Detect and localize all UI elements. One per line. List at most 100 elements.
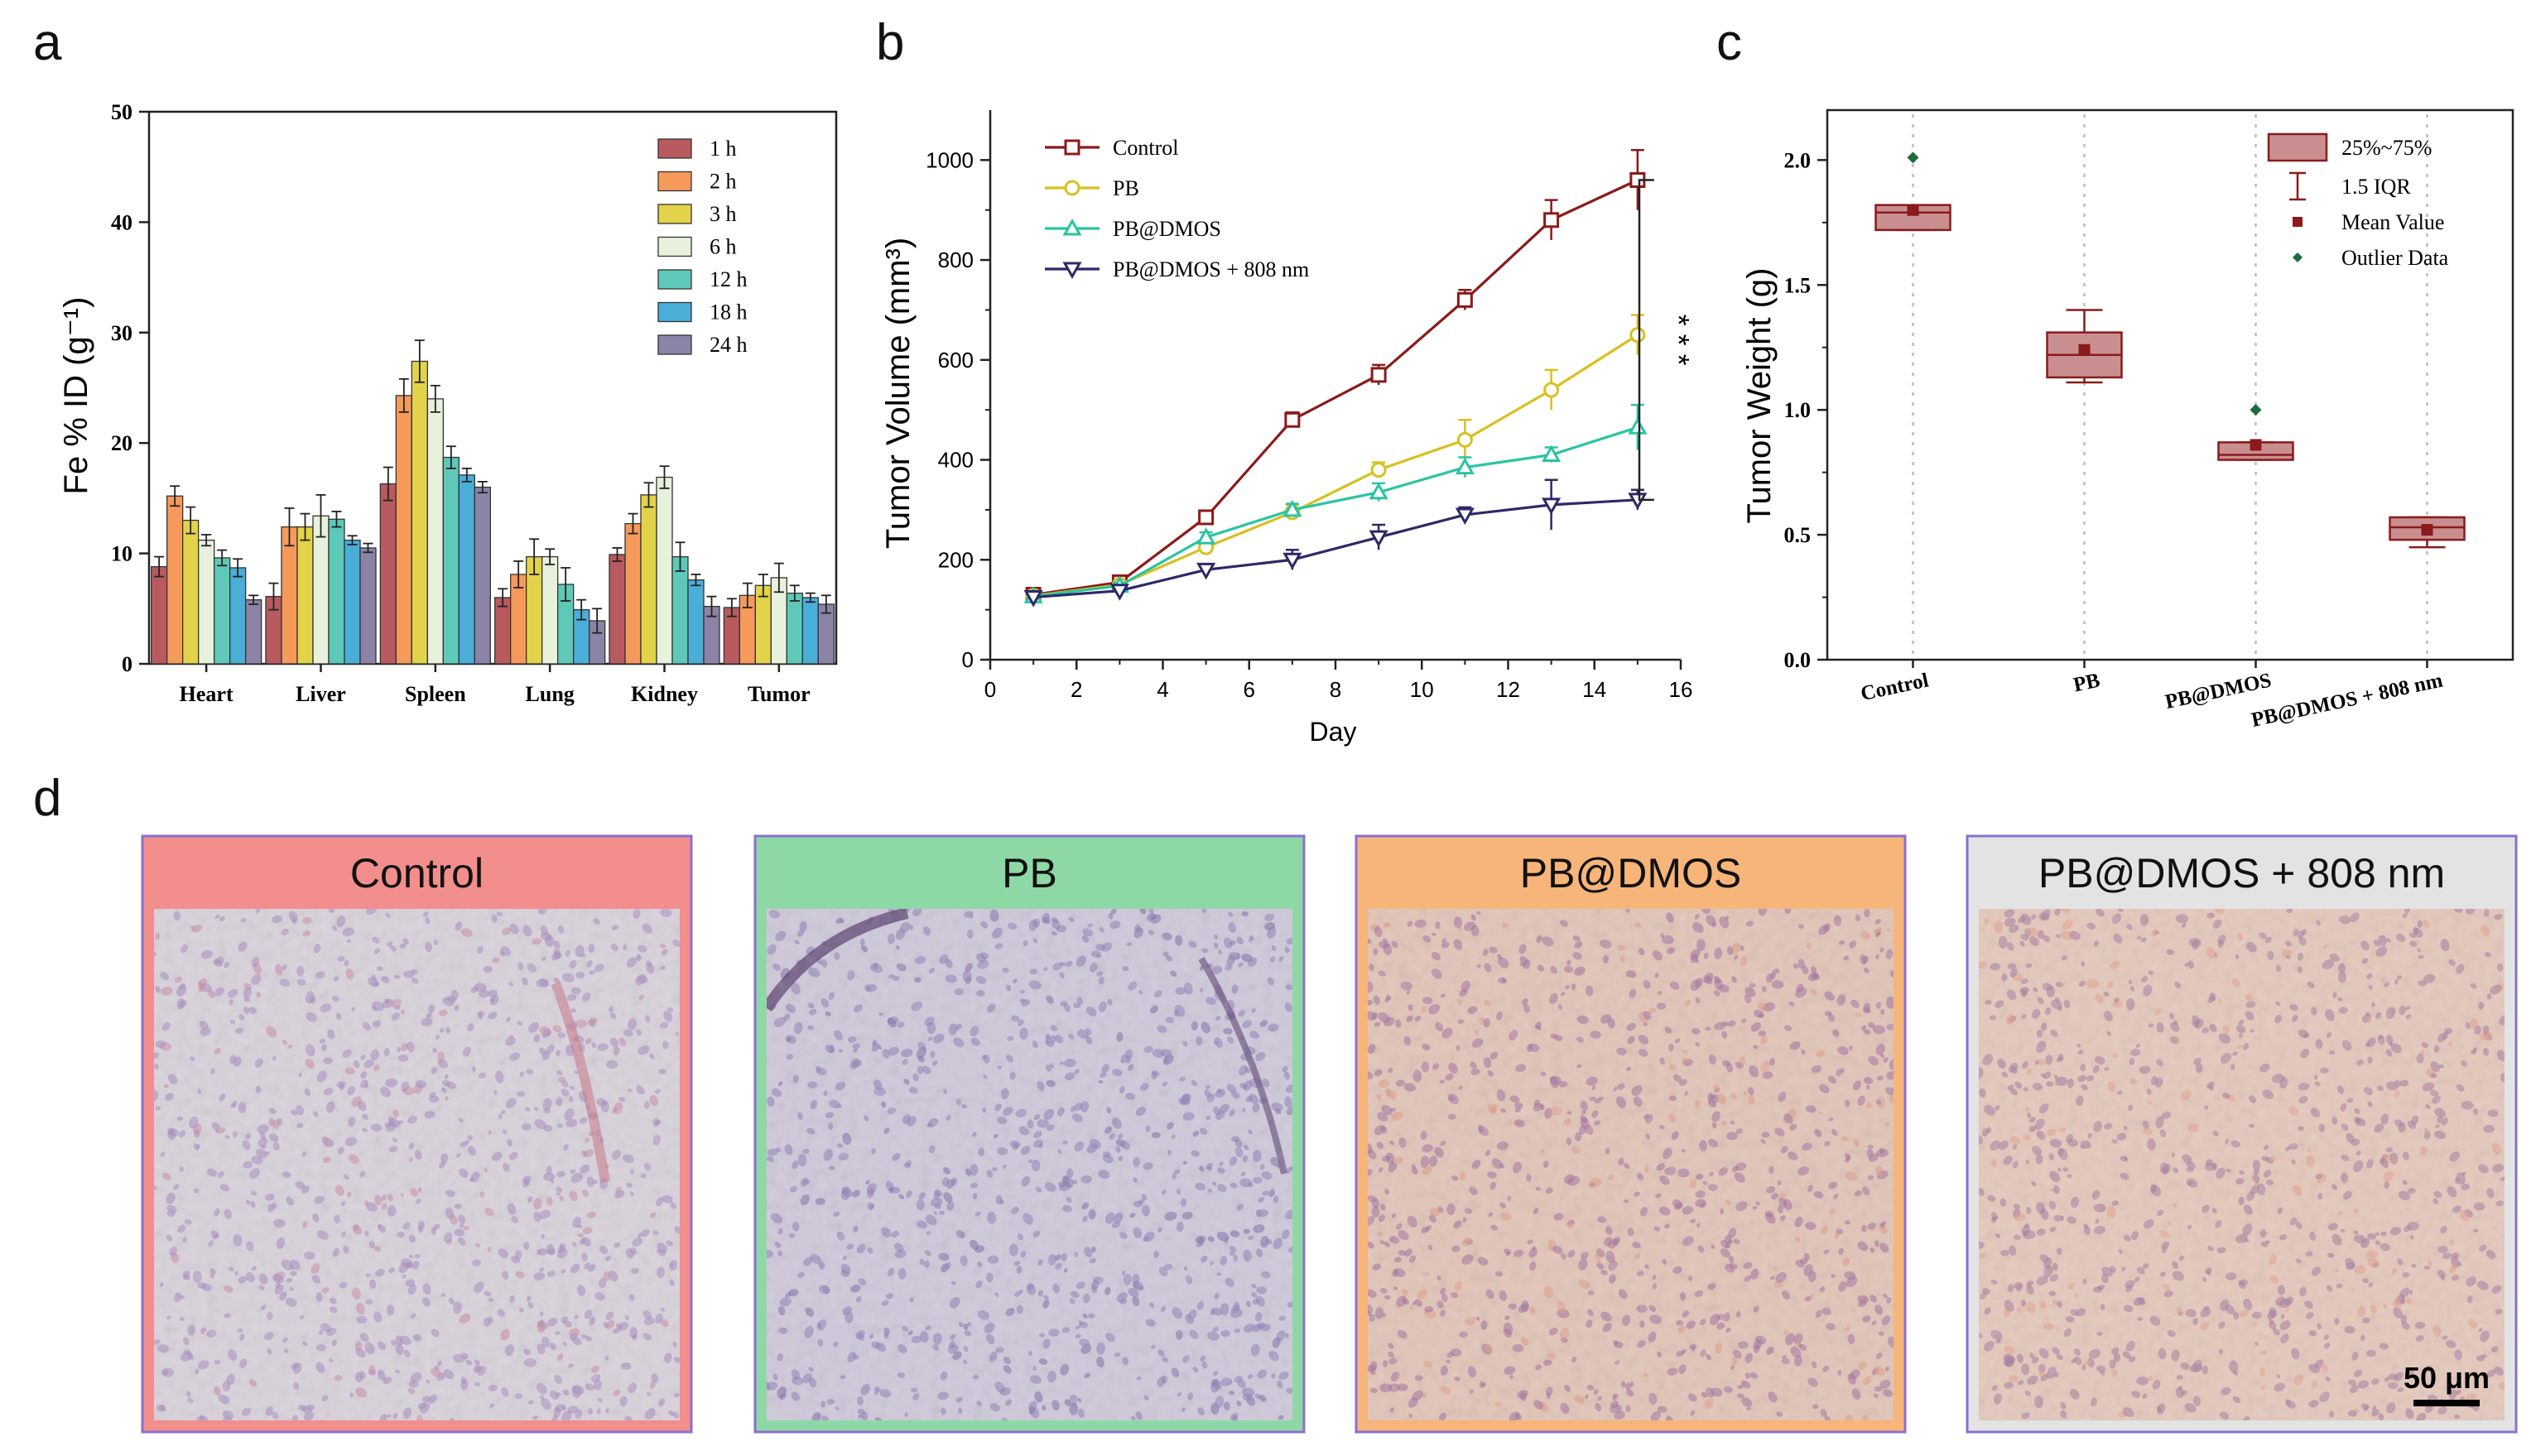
chart-b-xlabel: Day <box>1310 717 1357 747</box>
chart-b-significance-bracket <box>1638 179 1654 502</box>
chart-b-point <box>1628 417 1648 435</box>
chart-a-bar <box>344 539 361 665</box>
panel-letter-d: d <box>33 770 61 827</box>
chart-a-bar <box>624 522 642 665</box>
chart-b-ytick-label: 1000 <box>926 147 974 172</box>
chart-b-point <box>1370 367 1387 383</box>
chart-c-legend-outlier <box>2293 252 2303 262</box>
chart-b-significance-label: * * * <box>1662 315 1696 366</box>
chart-a-bar <box>494 597 512 665</box>
chart-a-bar <box>442 456 460 665</box>
chart-c-ytick-label: 2.0 <box>1784 148 1812 172</box>
chart-a-bar <box>182 519 200 665</box>
chart-b-legend-marker <box>1062 218 1082 236</box>
chart-c-legend-label: 25%~75% <box>2341 136 2432 160</box>
chart-b-series-line <box>1032 179 1639 597</box>
chart-b-point <box>1456 431 1473 448</box>
chart-c-ytick-label: 1.0 <box>1784 398 1812 422</box>
chart-b-point <box>1370 462 1387 478</box>
chart-c-ylabel: Tumor Weight (g) <box>1741 268 1778 524</box>
histology-panel: PB@DMOS <box>1355 834 1907 1434</box>
chart-b-xtick-label: 10 <box>1410 677 1434 702</box>
chart-b-series-line <box>1032 334 1639 598</box>
chart-b-ylabel: Tumor Volume (mm³) <box>880 238 917 549</box>
chart-c-mean <box>1907 204 1919 216</box>
chart-b-xtick-label: 2 <box>1071 677 1082 702</box>
chart-c-legend-label: Outlier Data <box>2341 246 2449 270</box>
histology-texture <box>1979 909 2505 1420</box>
chart-b-legend-label: Control <box>1113 136 1178 160</box>
panel-d-histology: Control PB PB@DMOS PB@DMOS + 808 nm 50 μm <box>141 834 2518 1434</box>
chart-a-legend-label: 24 h <box>710 333 748 357</box>
chart-b-xtick-label: 6 <box>1244 677 1255 702</box>
chart-c-box <box>2389 516 2466 541</box>
chart-b-series-line <box>1033 498 1638 599</box>
chart-b-point <box>1282 552 1302 570</box>
chart-a-organ-distribution: Fe % ID (g⁻¹) 0 10 20 30 40 50 Heart Liver Splee… <box>58 100 838 706</box>
chart-b-legend-label: PB@DMOS + 808 nm <box>1113 257 1309 281</box>
chart-b-point <box>1543 382 1560 398</box>
panel-letter-a: a <box>33 14 62 71</box>
histology-panel: PB@DMOS + 808 nm <box>1966 834 2518 1434</box>
chart-a-ytick-label: 50 <box>111 100 132 124</box>
chart-a-bar <box>411 360 428 665</box>
chart-c-mean <box>2421 524 2433 536</box>
histology-panel: Control <box>141 834 693 1434</box>
chart-b-point <box>1455 457 1475 475</box>
chart-a-legend-label: 2 h <box>710 170 737 194</box>
chart-c-frame <box>1826 108 2514 661</box>
histology-title: PB@DMOS + 808 nm <box>2038 850 2445 896</box>
chart-a-legend-swatch <box>657 171 692 192</box>
chart-a-xtick-label: Kidney <box>631 682 698 706</box>
panel-letter-c: c <box>1716 14 1742 71</box>
chart-a-bar <box>687 579 705 665</box>
histology-panel: PB <box>753 834 1306 1434</box>
chart-c-tumor-weight: Tumor Weight (g) 0.0 0.5 1.0 1.5 2.0 Control P… <box>1741 108 2514 732</box>
chart-b-point <box>1282 499 1302 517</box>
scale-bar-label: 50 μm <box>2404 1361 2490 1395</box>
chart-a-bar <box>426 398 444 665</box>
chart-b-point <box>1023 590 1043 608</box>
chart-a-xtick-label: Heart <box>180 682 233 706</box>
chart-b-point <box>1543 212 1560 228</box>
chart-a-bar <box>151 565 168 665</box>
chart-c-ytick-label: 0.0 <box>1784 648 1812 672</box>
chart-a-frame <box>147 110 838 666</box>
chart-a-ytick-label: 0 <box>122 652 132 676</box>
chart-c-legend-mean <box>2293 217 2303 227</box>
chart-a-legend-label: 1 h <box>710 137 737 161</box>
chart-c-mean <box>2078 344 2091 356</box>
chart-a-bar <box>328 518 345 665</box>
chart-a-ylabel: Fe % ID (g⁻¹) <box>58 297 94 495</box>
chart-c-mean <box>2250 439 2262 451</box>
chart-a-bar <box>474 486 491 665</box>
chart-b-point <box>1542 497 1562 515</box>
chart-a-legend-label: 6 h <box>710 235 737 259</box>
chart-c-legend-label: 1.5 IQR <box>2341 175 2411 199</box>
chart-a-bar <box>379 483 397 665</box>
chart-a-bar <box>198 539 215 665</box>
chart-b-point <box>1196 562 1216 580</box>
chart-a-bar <box>281 526 298 665</box>
chart-a-bar <box>609 554 626 665</box>
chart-a-legend-swatch <box>657 334 692 355</box>
chart-a-legend-label: 3 h <box>710 202 737 226</box>
chart-b-xtick-label: 16 <box>1669 677 1693 702</box>
chart-a-bar <box>786 592 803 665</box>
chart-a-legend-swatch <box>657 204 692 224</box>
chart-b-point <box>1455 507 1475 526</box>
chart-b-xtick-label: 14 <box>1582 677 1606 702</box>
chart-a-xtick-label: Lung <box>526 682 575 706</box>
chart-b-series-line <box>1032 425 1639 598</box>
chart-a-bar <box>640 494 657 665</box>
histology-texture <box>154 909 680 1420</box>
chart-b-point <box>1196 527 1216 545</box>
chart-c-xtick-label: PB <box>2072 669 2102 696</box>
chart-b-ytick-label: 600 <box>938 348 974 372</box>
chart-c-legend-label: Mean Value <box>2341 210 2444 234</box>
chart-b-point <box>1456 291 1473 308</box>
chart-b-point <box>1109 584 1129 601</box>
chart-a-legend-swatch <box>657 236 692 257</box>
histology-texture <box>767 909 1292 1420</box>
